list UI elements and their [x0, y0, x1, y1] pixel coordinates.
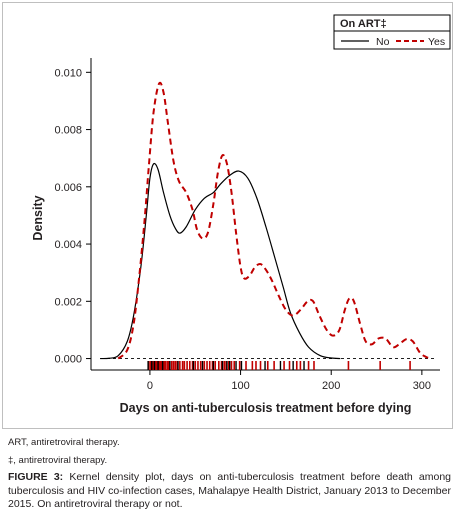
y-tick-label: 0.002 [54, 296, 82, 308]
footnote-double-dagger: ‡, antiretroviral therapy. [8, 455, 108, 466]
x-tick-label: 100 [231, 380, 249, 392]
figure-caption: FIGURE 3: Kernel density plot, days on a… [8, 471, 451, 512]
legend-box [333, 14, 451, 50]
y-tick-label: 0.006 [54, 182, 82, 194]
figure-panel: 0.000 0.002 0.004 0.006 0.008 0.010 0 100 200 300… [2, 2, 453, 429]
y-axis-title: Density [31, 195, 45, 240]
kernel-density-plot: 0.000 0.002 0.004 0.006 0.008 0.010 0 100 200 300… [31, 14, 451, 415]
series-line-yes [117, 81, 432, 360]
x-axis-title: Days on anti-tuberculosis treatment befo… [120, 401, 412, 415]
footnote-art: ART, antiretroviral therapy. [8, 437, 120, 448]
series-line-no [100, 162, 341, 360]
y-tick-label: 0.004 [54, 239, 82, 251]
y-tick-label: 0.010 [54, 67, 82, 79]
x-tick-label: 0 [147, 380, 153, 392]
caption-text: Kernel density plot, days on anti-tuberc… [8, 471, 452, 510]
x-tick-label: 200 [322, 380, 340, 392]
y-tick-label: 0.008 [54, 125, 82, 137]
legend-label-no: No [376, 36, 390, 48]
y-tick-label: 0.000 [54, 354, 82, 366]
legend-label-yes: Yes [428, 36, 445, 48]
x-tick-label: 300 [413, 380, 431, 392]
caption-label: FIGURE 3: [8, 471, 64, 483]
legend-title: On ART‡ [340, 18, 387, 30]
